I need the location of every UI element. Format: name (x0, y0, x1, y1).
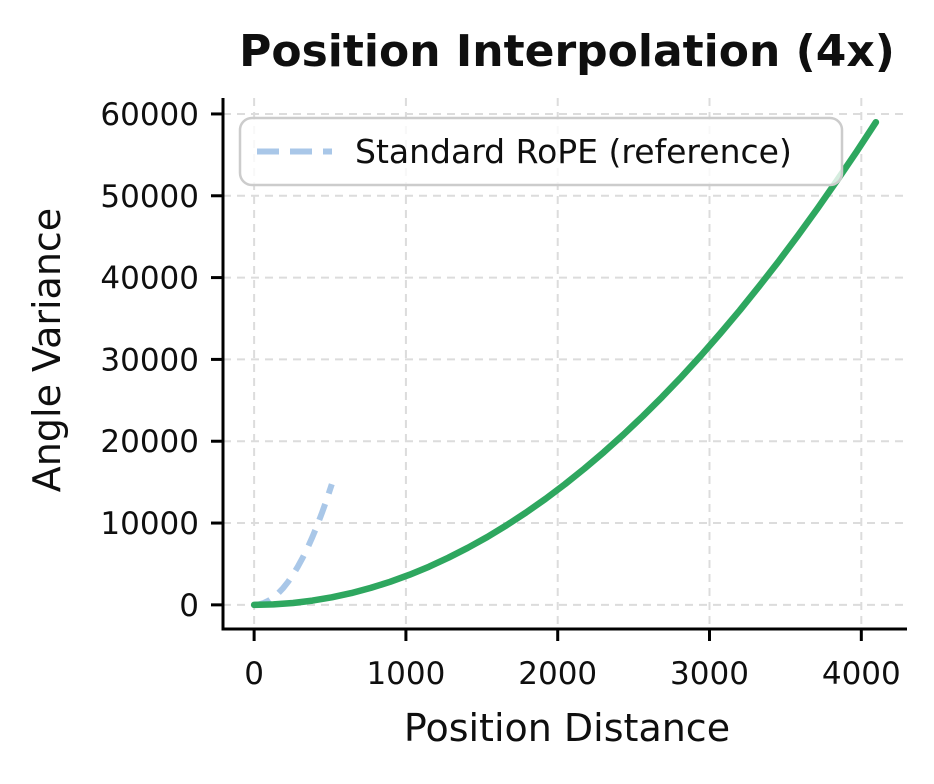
series-line-1 (250, 118, 880, 609)
legend: Standard RoPE (reference) (238, 116, 844, 187)
x-tick-label: 4000 (822, 656, 901, 692)
grid-layer (223, 98, 907, 629)
series-layer (250, 118, 880, 609)
legend-label: Standard RoPE (reference) (355, 132, 792, 171)
x-tick-label: 3000 (670, 656, 749, 692)
y-tick-label: 50000 (100, 179, 199, 215)
y-tick-label: 20000 (100, 424, 199, 460)
y-tick-label: 30000 (100, 342, 199, 378)
y-tick-label: 40000 (100, 261, 199, 297)
x-axis-label: Position Distance (404, 706, 730, 750)
series-line-standard-rope-reference (253, 483, 335, 608)
x-tick-label: 0 (244, 656, 264, 692)
axes-layer: 0 1000 2000 3000 400001000020000300004000050… (100, 97, 907, 692)
y-axis-label: Angle Variance (25, 208, 69, 492)
x-tick-label: 2000 (518, 656, 597, 692)
y-tick-label: 0 (179, 588, 199, 624)
chart-title: Position Interpolation (4x) (239, 26, 895, 77)
y-tick-label: 60000 (100, 97, 199, 133)
y-tick-label: 10000 (100, 506, 199, 542)
legend-box (238, 116, 844, 187)
x-tick-label: 1000 (366, 656, 445, 692)
